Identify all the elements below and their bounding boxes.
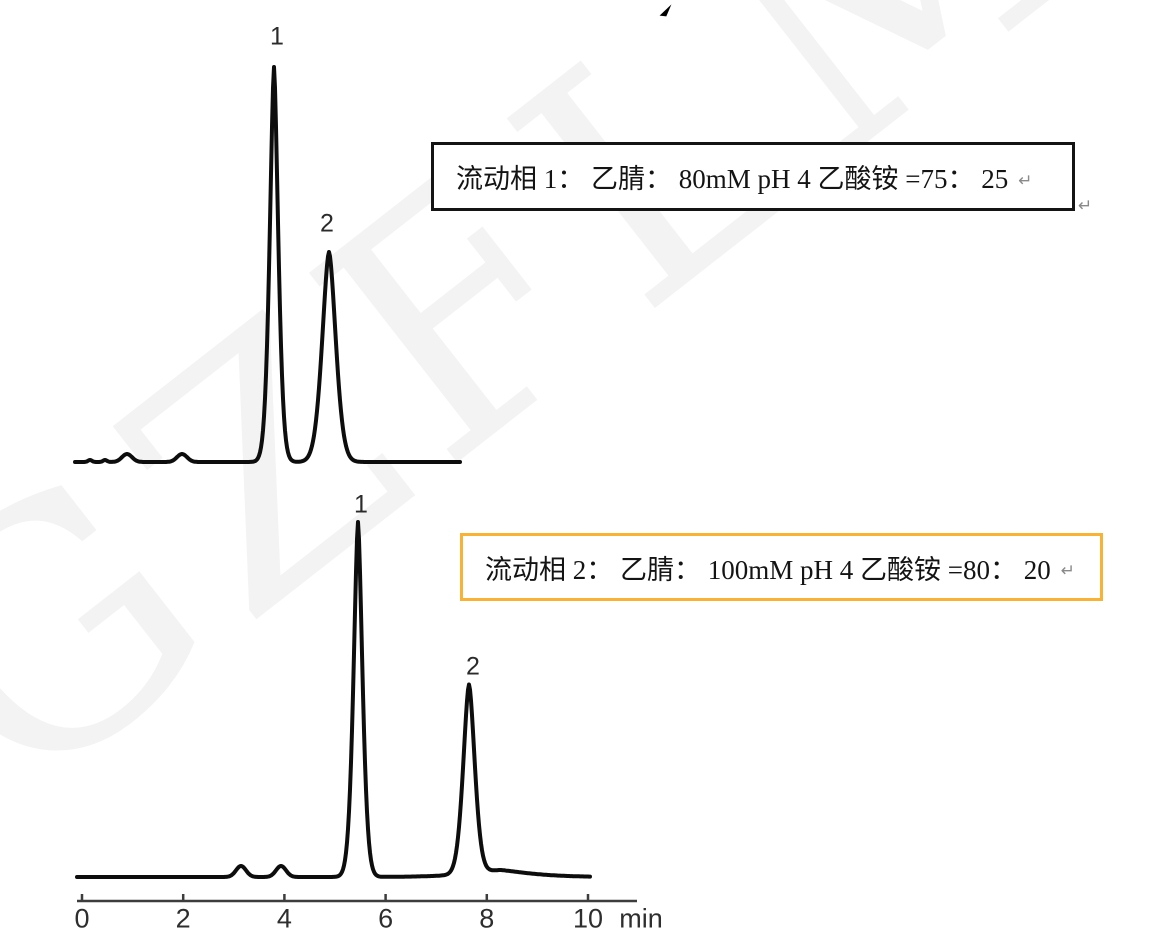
x-axis [77, 894, 637, 903]
x-axis-tick-label: 10 [572, 903, 604, 934]
return-mark-icon: ↵ [1018, 170, 1033, 191]
x-axis-tick-label: 4 [276, 903, 292, 934]
mobile-phase-1-text: 流动相 1： 乙腈： 80mM pH 4 乙酸铵 =75： 25 [456, 164, 1009, 194]
return-mark-icon: ↵ [1060, 561, 1075, 581]
mobile-phase-2-text: 流动相 2： 乙腈： 100mM pH 4 乙酸铵 =80： 20 [485, 554, 1051, 585]
chromatogram-1-peak-label: 2 [320, 209, 334, 238]
x-axis-tick-label: 0 [74, 903, 90, 934]
x-axis-tick-label: 8 [479, 903, 495, 934]
x-axis-tick-label: 6 [378, 903, 394, 934]
chromatogram-2-peak-label: 2 [466, 652, 480, 681]
chromatogram-2-peak-label: 1 [354, 490, 368, 519]
return-mark-icon: ↵ [1078, 196, 1093, 216]
chromatogram-1-trace [73, 65, 462, 464]
mobile-phase-1-box: 流动相 1： 乙腈： 80mM pH 4 乙酸铵 =75： 25 ↵ [431, 142, 1075, 211]
x-axis-unit-label: min [619, 903, 663, 934]
chromatogram-1-peak-label: 1 [270, 22, 284, 51]
x-axis-tick-label: 2 [175, 903, 191, 934]
mobile-phase-2-box: 流动相 2： 乙腈： 100mM pH 4 乙酸铵 =80： 20 ↵ [460, 533, 1103, 601]
chromatogram-2-trace [75, 520, 592, 879]
